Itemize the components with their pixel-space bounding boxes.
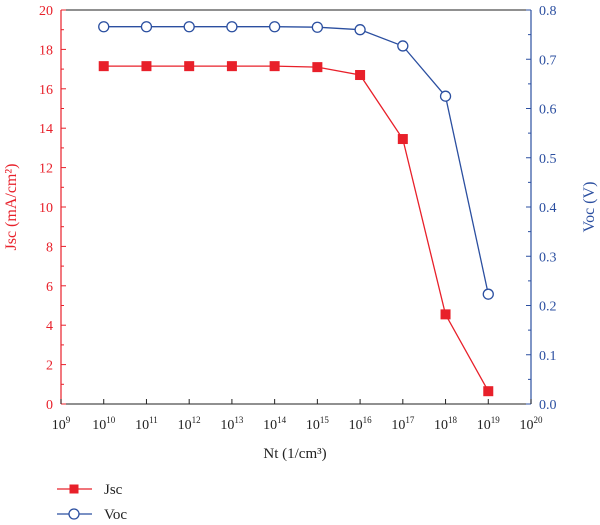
right-tick-label: 0.1 xyxy=(539,349,557,364)
x-tick-exponent: 14 xyxy=(277,415,287,425)
data-point-jsc xyxy=(312,62,323,73)
legend-marker-jsc xyxy=(69,484,79,494)
x-axis: 109 1010 1011 1012 1013 1014 1015 1016 1017 1018 1… xyxy=(52,399,543,433)
data-point-voc xyxy=(268,21,281,33)
x-tick-base: 10 xyxy=(135,418,149,433)
right-tick-label: 0.3 xyxy=(539,250,557,265)
legend-item-jsc: Jsc xyxy=(57,482,123,498)
data-point-voc xyxy=(226,21,238,33)
x-tick-exponent: 9 xyxy=(66,415,71,425)
left-tick-label: 0 xyxy=(46,398,53,413)
data-point-voc xyxy=(140,21,153,33)
x-tick-exponent: 17 xyxy=(405,415,415,425)
x-tick-base: 10 xyxy=(477,418,491,433)
legend-label-jsc: Jsc xyxy=(104,482,123,498)
left-tick-label: 8 xyxy=(46,240,53,255)
right-tick-label: 0.4 xyxy=(539,201,557,216)
x-tick-label: 1020 xyxy=(520,415,544,433)
left-tick-label: 12 xyxy=(39,162,53,177)
x-tick-exponent: 19 xyxy=(491,415,501,425)
right-tick-label: 0.6 xyxy=(539,103,557,118)
x-tick-base: 10 xyxy=(520,418,534,433)
right-axis-label: Voc (V) xyxy=(581,182,598,233)
data-point-voc xyxy=(183,21,195,33)
data-point-voc xyxy=(98,21,110,33)
data-point-jsc xyxy=(483,386,494,397)
data-point-jsc xyxy=(184,61,195,72)
x-tick-exponent: 10 xyxy=(106,415,116,425)
data-point-voc xyxy=(311,21,324,33)
series-line-jsc xyxy=(103,65,489,392)
series-layer xyxy=(98,21,494,397)
x-tick-label: 1018 xyxy=(434,415,458,433)
data-point-jsc xyxy=(355,70,366,81)
data-point-voc xyxy=(482,288,494,300)
left-tick-label: 20 xyxy=(39,4,53,19)
data-point-voc xyxy=(397,40,409,52)
x-tick-base: 10 xyxy=(178,418,192,433)
x-tick-exponent: 11 xyxy=(149,415,158,425)
x-tick-label: 1016 xyxy=(349,415,373,433)
x-tick-label: 1019 xyxy=(477,415,501,433)
x-tick-exponent: 18 xyxy=(448,415,458,425)
x-tick-exponent: 13 xyxy=(234,415,244,425)
x-tick-label: 1013 xyxy=(220,415,244,433)
left-y-axis: 0 2 4 6 8 10 12 14 16 18 20 xyxy=(39,4,66,413)
x-tick-label: 1012 xyxy=(178,415,201,433)
left-tick-label: 4 xyxy=(46,319,53,334)
left-tick-label: 6 xyxy=(46,280,53,295)
right-tick-label: 0.8 xyxy=(539,4,557,19)
right-tick-label: 0.0 xyxy=(539,398,557,413)
x-tick-label: 1015 xyxy=(306,415,330,433)
x-tick-base: 10 xyxy=(52,418,66,433)
x-tick-base: 10 xyxy=(92,418,106,433)
x-tick-label: 109 xyxy=(52,415,71,433)
x-tick-base: 10 xyxy=(220,418,234,433)
legend-item-voc: Voc xyxy=(57,507,127,523)
data-point-jsc xyxy=(440,309,451,320)
left-tick-label: 2 xyxy=(46,359,53,374)
x-tick-base: 10 xyxy=(349,418,363,433)
right-tick-label: 0.5 xyxy=(539,152,557,167)
x-tick-label: 1011 xyxy=(135,415,158,433)
left-tick-label: 16 xyxy=(39,83,53,98)
x-tick-base: 10 xyxy=(306,418,320,433)
data-point-jsc xyxy=(141,61,152,72)
plot-frame xyxy=(60,9,532,405)
data-point-voc xyxy=(439,90,452,102)
x-tick-exponent: 15 xyxy=(320,415,330,425)
legend: Jsc Voc xyxy=(57,482,127,523)
x-tick-base: 10 xyxy=(434,418,448,433)
series-line-voc xyxy=(103,26,489,295)
left-axis-label: Jsc (mA/cm²) xyxy=(3,164,20,251)
right-tick-label: 0.2 xyxy=(539,300,557,315)
x-tick-base: 10 xyxy=(391,418,405,433)
x-tick-base: 10 xyxy=(263,418,277,433)
x-tick-exponent: 16 xyxy=(363,415,373,425)
x-tick-label: 1014 xyxy=(263,415,287,433)
left-tick-label: 14 xyxy=(39,122,53,137)
x-tick-label: 1010 xyxy=(92,415,116,433)
legend-marker-voc xyxy=(68,508,80,520)
data-point-jsc xyxy=(269,61,280,72)
left-tick-label: 10 xyxy=(39,201,53,216)
x-tick-label: 1017 xyxy=(391,415,415,433)
data-point-jsc xyxy=(98,61,109,72)
right-y-axis: 0.0 0.1 0.2 0.3 0.4 0.5 0.6 0.7 0.8 xyxy=(526,4,557,413)
x-axis-label: Nt (1/cm³) xyxy=(263,446,326,462)
data-point-voc xyxy=(354,24,366,36)
left-tick-label: 18 xyxy=(39,43,53,58)
x-tick-exponent: 20 xyxy=(534,415,544,425)
data-point-jsc xyxy=(226,61,237,72)
x-tick-exponent: 12 xyxy=(192,415,201,425)
right-tick-label: 0.7 xyxy=(539,53,557,68)
legend-label-voc: Voc xyxy=(104,507,127,523)
data-point-jsc xyxy=(397,134,408,145)
